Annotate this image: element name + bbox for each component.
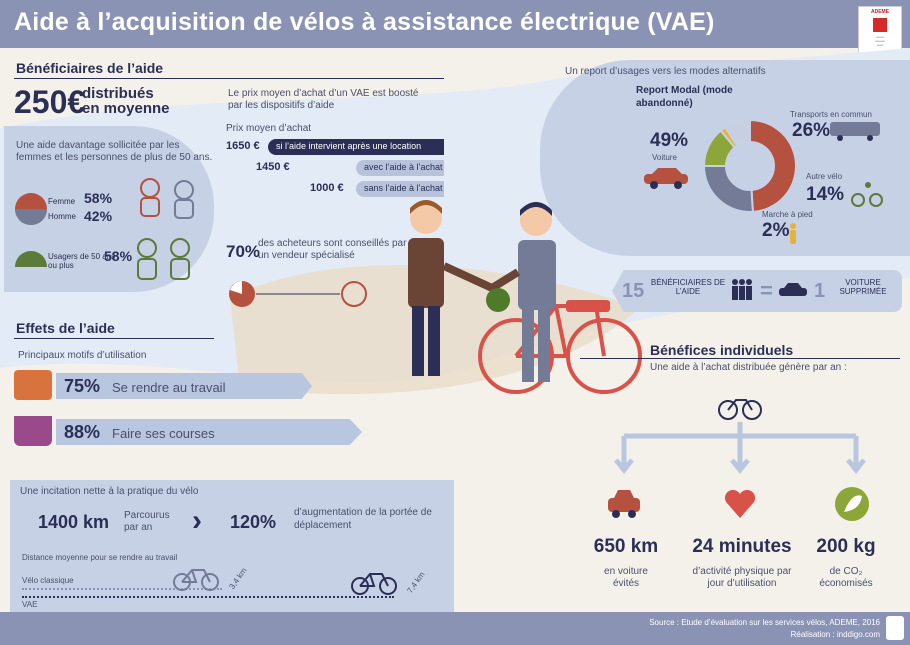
homme-label: Homme (48, 212, 77, 221)
walking-icon (790, 223, 796, 244)
inddigo-logo (886, 616, 904, 640)
classique-label: Vélo classique (22, 576, 74, 585)
header-band (0, 0, 910, 48)
handshake-illustration (408, 200, 642, 394)
travail-pct: 75% (64, 376, 101, 396)
leaf-icon (834, 486, 870, 522)
benefice-2-label: d’activité physique par jour d’utilisati… (692, 566, 792, 589)
benefices-subtitle: Une aide à l’achat distribuée génère par… (650, 362, 847, 373)
footer-band (0, 612, 910, 645)
distance-label: Distance moyenne pour se rendre au trava… (22, 553, 178, 562)
travail-bar (56, 373, 312, 399)
benefices-rule (580, 358, 900, 359)
velo-label: Autre vélo (806, 172, 843, 181)
transports-pct: 26% (792, 120, 831, 141)
senior-users-icon (137, 238, 190, 280)
amount-value: 250€ (14, 84, 86, 120)
travail-label: Se rendre au travail (112, 380, 226, 395)
basket-icon (14, 416, 52, 446)
footer-realisation: Réalisation : inddigo.com (790, 630, 880, 639)
incitation-panel (10, 480, 454, 616)
incitation-pct: 120% (230, 512, 277, 532)
greater-than-icon: › (192, 504, 202, 537)
bus-icon (830, 122, 880, 141)
velo-pct: 14% (806, 184, 845, 205)
usagers-label: Usagers de 50 ans ou plus (48, 252, 116, 270)
incitation-title: Une incitation nette à la pratique du vé… (20, 486, 199, 497)
effets-subtitle: Principaux motifs d’utilisation (18, 350, 147, 361)
effets-title: Effets de l’aide (16, 320, 115, 336)
pied-label: Marche à pied (762, 210, 813, 219)
car-icon (644, 168, 688, 189)
voiture-pct: 49% (650, 130, 689, 151)
pied-pct: 2% (762, 220, 790, 241)
people-group-icon (732, 279, 752, 300)
courses-label: Faire ses courses (112, 426, 215, 441)
incitation-km: 1400 km (38, 512, 110, 532)
voiture-label: Voiture (652, 153, 677, 162)
bicycle-icon (851, 182, 883, 207)
amount-text: distribués en moyenne (82, 85, 170, 117)
age-pie-chart (15, 251, 47, 283)
beneficiaires-rule (14, 78, 444, 79)
donut-slice-1 (702, 165, 754, 213)
prix-row-3-desc: sans l’aide à l’achat (356, 181, 444, 197)
classic-bike-icon (173, 569, 219, 591)
courses-bar (56, 419, 362, 445)
car-avoided-icon (606, 486, 642, 522)
equiv-n1: 15 (622, 280, 645, 302)
incitation-parcourus: Parcourus par an (124, 510, 170, 533)
beneficiaires-title: Bénéficiaires de l’aide (16, 60, 164, 76)
report-modal-label: Report Modal (mode abandonné) (636, 85, 733, 109)
classique-line (22, 588, 222, 590)
report-donut-chart (702, 118, 797, 213)
heart-icon (722, 486, 758, 522)
gender-pie-chart (15, 193, 47, 225)
prix-row-1-price: 1650 € (226, 140, 260, 152)
incitation-pct-text: d’augmentation de la portée de déplaceme… (294, 507, 432, 531)
donut-slice-0 (749, 118, 797, 213)
page-title: Aide à l’acquisition de vélos à assistan… (14, 8, 715, 36)
prix-row-3-price: 1000 € (310, 182, 344, 194)
vae-line (22, 596, 394, 598)
donut-slice-4 (723, 118, 751, 148)
footer-source: Source : Etude d’évaluation sur les serv… (649, 618, 880, 627)
equiv-label2: VOITURE SUPPRIMÉE (839, 278, 887, 296)
transports-label: Transports en commun (790, 110, 872, 119)
benefice-3-label: de CO₂ économisés (819, 566, 873, 589)
benefices-tree (614, 399, 866, 475)
conseil-pie-chart (229, 281, 367, 307)
usagers-pct: 58% (104, 248, 133, 264)
electric-bike-icon (351, 573, 397, 595)
conseil-text: des acheteurs sont conseillés par un ven… (258, 238, 407, 261)
benefice-3-value: 200 kg (816, 536, 876, 557)
equivalence-panel (612, 270, 902, 312)
prix-intro: Le prix moyen d’achat d’un VAE est boost… (228, 88, 419, 111)
vae-label: VAE (22, 600, 38, 609)
conseil-pct: 70% (226, 242, 261, 261)
equiv-n2: 1 (814, 280, 826, 302)
prix-row-1-desc: si l’aide intervient après une location (268, 139, 444, 155)
femme-label: Femme (48, 197, 76, 206)
woman-man-icon (140, 178, 194, 219)
courses-pct: 88% (64, 422, 101, 442)
benefice-2-value: 24 minutes (692, 536, 792, 557)
homme-pct: 42% (84, 208, 113, 224)
benefice-1-label: en voiture évités (604, 566, 648, 589)
equiv-label1: BÉNÉFICIAIRES DE L’AIDE (650, 278, 726, 296)
effets-rule (14, 338, 214, 339)
prix-label: Prix moyen d’achat (226, 123, 312, 134)
benefices-title: Bénéfices individuels (650, 342, 794, 358)
sollicitee-text: Une aide davantage sollicitée par les fe… (16, 140, 213, 163)
prix-row-2-desc: avec l’aide à l’achat (356, 160, 444, 176)
briefcase-icon (14, 370, 52, 400)
femme-pct: 58% (84, 190, 113, 206)
car-small-icon (779, 283, 807, 296)
report-title: Un report d’usages vers les modes altern… (565, 66, 766, 77)
prix-row-2-price: 1450 € (256, 161, 290, 173)
equiv-sign: = (760, 278, 773, 303)
benefice-1-value: 650 km (593, 536, 659, 557)
